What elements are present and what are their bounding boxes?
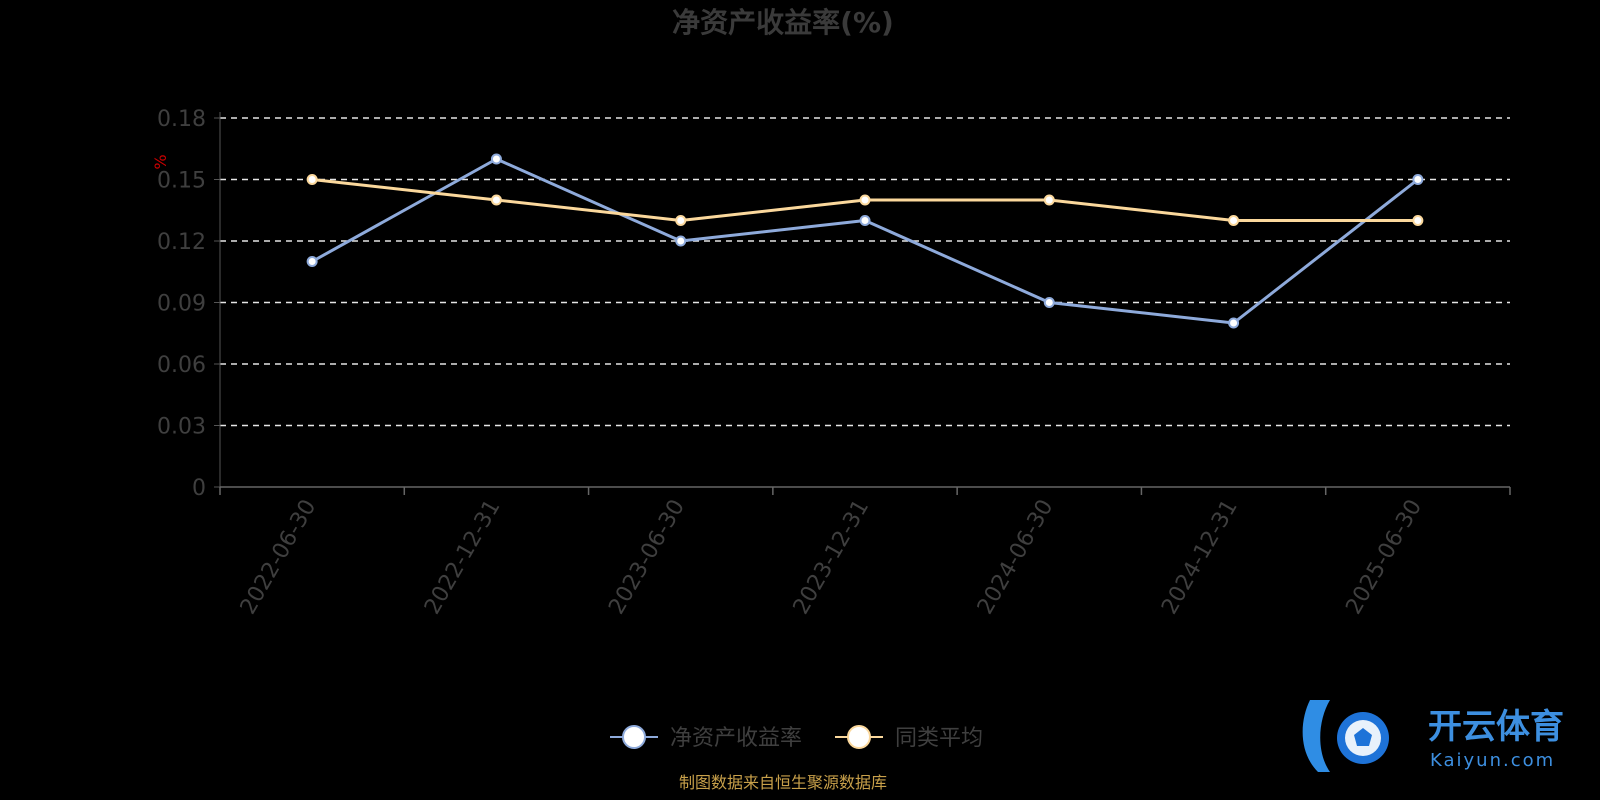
watermark-sub: Kaiyun.com: [1430, 750, 1555, 771]
legend-label: 同类平均: [895, 726, 983, 751]
data-point[interactable]: [1228, 215, 1240, 226]
chart-title: 净资产收益率(%): [672, 6, 894, 39]
y-axis-unit: %: [151, 154, 170, 169]
watermark-logo: 开云体育 Kaiyun.com: [1302, 700, 1564, 772]
data-point[interactable]: [859, 194, 871, 206]
y-ticks: 0 0.03 0.06 0.09 0.12 0.15 0.18: [157, 107, 220, 501]
data-point[interactable]: [675, 215, 687, 226]
y-tick-label: 0.15: [157, 169, 206, 194]
data-point[interactable]: [1043, 297, 1055, 308]
x-tick-label: 2022-12-31: [420, 496, 506, 619]
x-tick-label: 2023-06-30: [604, 496, 690, 619]
x-tick-label: 2024-12-31: [1157, 496, 1243, 619]
soccer-ball-icon: [1302, 700, 1389, 772]
grid: [220, 117, 1510, 427]
data-point[interactable]: [1412, 215, 1424, 226]
x-tick-label: 2024-06-30: [973, 496, 1059, 619]
x-tick-label: 2022-06-30: [236, 496, 322, 619]
data-point[interactable]: [306, 174, 318, 185]
legend-label: 净资产收益率: [670, 726, 802, 751]
data-point[interactable]: [490, 153, 502, 165]
axes: [219, 112, 1510, 488]
y-tick-label: 0.18: [157, 107, 206, 132]
data-point[interactable]: [1043, 194, 1055, 206]
data-point[interactable]: [490, 194, 502, 206]
y-tick-label: 0.12: [157, 230, 206, 255]
series-layer: [306, 153, 1424, 329]
legend[interactable]: 净资产收益率 同类平均: [610, 725, 983, 751]
watermark-text: 开云体育: [1428, 707, 1564, 747]
legend-marker: [847, 725, 871, 749]
data-point[interactable]: [675, 235, 687, 247]
data-point[interactable]: [859, 215, 871, 226]
series-2: [306, 174, 1424, 226]
y-tick-label: 0: [192, 476, 206, 501]
y-tick-label: 0.03: [157, 415, 206, 440]
y-tick-label: 0.06: [157, 353, 206, 378]
data-point[interactable]: [1412, 174, 1424, 185]
y-tick-label: 0.09: [157, 292, 206, 317]
x-tick-label: 2023-12-31: [789, 496, 875, 619]
x-ticks: 2022-06-30 2022-12-31 2023-06-30 2023-12-31…: [219, 487, 1511, 619]
source-note: 制图数据来自恒生聚源数据库: [679, 773, 887, 792]
legend-marker: [622, 725, 646, 749]
legend-item-1[interactable]: 净资产收益率: [610, 725, 802, 751]
x-tick-label: 2025-06-30: [1341, 496, 1427, 619]
data-point[interactable]: [306, 256, 318, 267]
series-1: [306, 153, 1424, 329]
data-point[interactable]: [1228, 317, 1240, 329]
legend-item-2[interactable]: 同类平均: [835, 725, 983, 751]
